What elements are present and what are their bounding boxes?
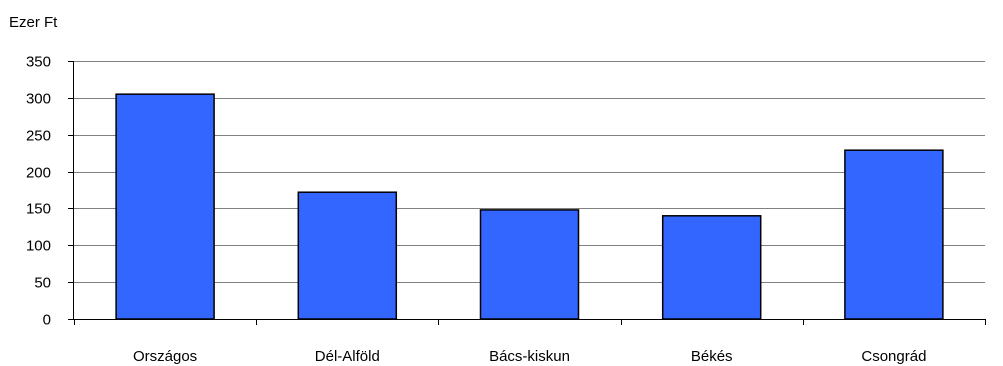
axes [68,61,986,325]
bar [661,215,762,320]
x-category-label: Dél-Alföld [315,348,380,365]
y-axis-unit-label: Ezer Ft [9,14,58,31]
y-tick-label: 200 [26,165,51,182]
bar [297,191,398,320]
x-category-label: Csongrád [861,348,926,365]
y-tick-label: 0 [43,312,51,329]
x-category-label: Békés [691,348,733,365]
bar [115,93,215,320]
x-category-labels: Országos Dél-Alföld Bács-kiskun Békés Csongr… [133,348,926,365]
y-tick-label: 50 [34,275,51,292]
y-tick-label: 100 [26,238,51,255]
y-tick-label: 300 [26,91,51,108]
x-category-label: Országos [133,348,197,365]
y-tick-label: 150 [26,201,51,218]
bar [479,209,580,320]
y-tick-label: 250 [26,128,51,145]
y-tick-label: 350 [26,54,51,71]
bars [115,93,944,320]
bar [844,149,944,320]
gridlines [74,61,985,283]
y-tick-labels: 0 50 100 150 200 250 300 350 [26,54,51,329]
x-category-label: Bács-kiskun [489,348,570,365]
